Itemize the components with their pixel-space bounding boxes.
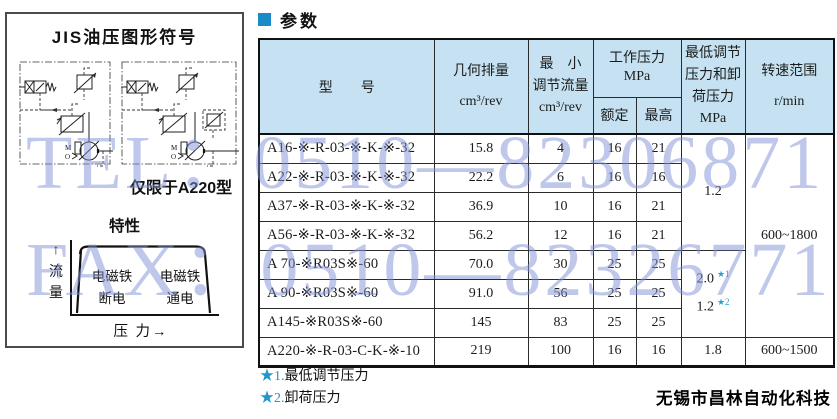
min-flow-cell: 30 <box>527 249 594 280</box>
displacement-cell: 22.2 <box>433 162 529 193</box>
displacement-cell: 70.0 <box>433 249 529 280</box>
table-row: A220-※-R-03-C-K-※-10 219 100 16 16 1.8 6… <box>258 336 835 367</box>
max-pressure-cell: 16 <box>635 336 682 367</box>
displacement-cell: 15.8 <box>433 133 529 164</box>
speed-range-merged-cell: 600~1800 <box>744 133 835 338</box>
pump-m-label: M <box>171 144 178 152</box>
col-header-model: 型 号 <box>258 38 435 135</box>
rated-pressure-cell: 25 <box>592 278 637 309</box>
displacement-cell: 56.2 <box>433 220 529 251</box>
pressure-axis-label: 压 力→ <box>113 324 169 340</box>
section-bullet-icon <box>258 13 271 26</box>
displacement-cell: 219 <box>433 336 529 367</box>
rated-pressure-cell: 25 <box>592 249 637 280</box>
star-1-marker: ★1. <box>260 369 285 384</box>
rated-pressure-cell: 16 <box>592 162 637 193</box>
col-header-rated: 额定 <box>592 96 637 135</box>
col-header-displacement: 几何排量 cm³/rev <box>433 38 529 135</box>
diagram-caption: 仅限于A220型 <box>129 180 233 197</box>
min-flow-cell: 10 <box>527 191 594 222</box>
min-flow-cell: 6 <box>527 162 594 193</box>
solenoid-on-label: 电磁铁 通电 <box>159 269 201 306</box>
model-cell: A37-※-R-03-※-K-※-32 <box>258 191 435 222</box>
company-name: 无锡市昌林自动化科技 <box>656 390 831 408</box>
section-title: 参数 <box>280 12 320 31</box>
hydraulic-circuit-diagram-a220: M O <box>121 61 239 167</box>
displacement-cell: 91.0 <box>433 278 529 309</box>
table-row: A22-※-R-03-※-K-※-32 22.2 6 16 16 <box>258 162 834 193</box>
section-header: 参数 <box>258 7 320 32</box>
min-flow-cell: 100 <box>527 336 594 367</box>
footnote-ref-1: ★1 <box>716 269 730 280</box>
flow-axis-label: ↑ 流 量 <box>49 243 63 302</box>
min-adjust-pressure-merged-cell: 2.0 ★1 1.2 ★2 <box>680 249 746 338</box>
parameter-table: 型 号 几何排量 cm³/rev 最 小 调节流量 cm³/rev 工作压力 M… <box>258 38 835 368</box>
footnote-ref-2: ★2 <box>716 296 730 307</box>
speed-range-cell: 600~1500 <box>744 336 835 367</box>
model-cell: A 70-※R03S※-60 <box>258 249 435 280</box>
footnote-1: ★1.最低调节压力 <box>260 369 369 384</box>
model-cell: A16-※-R-03-※-K-※-32 <box>258 133 435 164</box>
min-flow-cell: 12 <box>527 220 594 251</box>
min-flow-cell: 56 <box>527 278 594 309</box>
min-flow-cell: 83 <box>527 307 594 338</box>
model-cell: A22-※-R-03-※-K-※-32 <box>258 162 435 193</box>
table-row: A 70-※R03S※-60 70.0 30 25 25 2.0 ★1 1.2 ★2 <box>258 249 834 338</box>
characteristics-title: 特性 <box>108 218 140 235</box>
footnotes: ★1.最低调节压力 ★2.卸荷压力 <box>260 366 369 409</box>
table-row: A145-※R03S※-60 145 83 25 25 <box>258 307 834 338</box>
pump-o-label: O <box>65 153 70 161</box>
table-row: A37-※-R-03-※-K-※-32 36.9 10 16 21 <box>258 191 834 222</box>
model-cell: A 90-※R03S※-60 <box>258 278 435 309</box>
max-pressure-cell: 21 <box>635 191 682 222</box>
rated-pressure-cell: 16 <box>592 220 637 251</box>
characteristic-curve-graph: ↑ 流 量 电磁铁 断电 电磁铁 通电 压 力→ <box>47 236 227 344</box>
min-adjust-pressure-merged-cell: 1.2 <box>680 133 746 251</box>
model-cell: A56-※-R-03-※-K-※-32 <box>258 220 435 251</box>
col-header-min-adjust-pressure: 最低调节 压力和卸 荷压力 MPa <box>680 38 746 135</box>
max-pressure-cell: 21 <box>635 220 682 251</box>
col-header-working-pressure: 工作压力 MPa <box>592 38 682 98</box>
max-pressure-cell: 25 <box>635 249 682 280</box>
hydraulic-circuit-diagram-standard: M O <box>19 61 113 167</box>
max-pressure-cell: 25 <box>635 278 682 309</box>
model-cell: A220-※-R-03-C-K-※-10 <box>258 336 435 367</box>
rated-pressure-cell: 16 <box>592 191 637 222</box>
table-row: A 90-※R03S※-60 91.0 56 25 25 <box>258 278 834 309</box>
rated-pressure-cell: 16 <box>592 336 637 367</box>
star-2-marker: ★2. <box>260 390 285 406</box>
displacement-cell: 145 <box>433 307 529 338</box>
solenoid-off-label: 电磁铁 断电 <box>91 269 133 306</box>
min-adjust-pressure-cell: 1.8 <box>680 336 746 367</box>
table-row: A56-※-R-03-※-K-※-32 56.2 12 16 21 <box>258 220 834 251</box>
model-cell: A145-※R03S※-60 <box>258 307 435 338</box>
footnote-2: ★2.卸荷压力 <box>260 390 341 406</box>
pump-m-label: M <box>65 144 72 152</box>
max-pressure-cell: 16 <box>635 162 682 193</box>
displacement-cell: 36.9 <box>433 191 529 222</box>
min-flow-cell: 4 <box>527 133 594 164</box>
col-header-max: 最高 <box>635 96 682 135</box>
col-header-speed-range: 转速范围 r/min <box>744 38 835 135</box>
max-pressure-cell: 21 <box>635 133 682 164</box>
col-header-min-flow: 最 小 调节流量 cm³/rev <box>527 38 594 135</box>
table-row: A16-※-R-03-※-K-※-32 15.8 4 16 21 1.2 600… <box>258 133 835 338</box>
rated-pressure-cell: 25 <box>592 307 637 338</box>
hydraulic-diagrams: M O <box>13 54 241 174</box>
jis-symbol-panel: JIS油压图形符号 <box>5 12 244 348</box>
flow-pressure-curve <box>70 240 219 316</box>
max-pressure-cell: 25 <box>635 307 682 338</box>
rated-pressure-cell: 16 <box>592 133 637 164</box>
pump-o-label: O <box>171 153 176 161</box>
panel-title: JIS油压图形符号 <box>51 28 198 47</box>
